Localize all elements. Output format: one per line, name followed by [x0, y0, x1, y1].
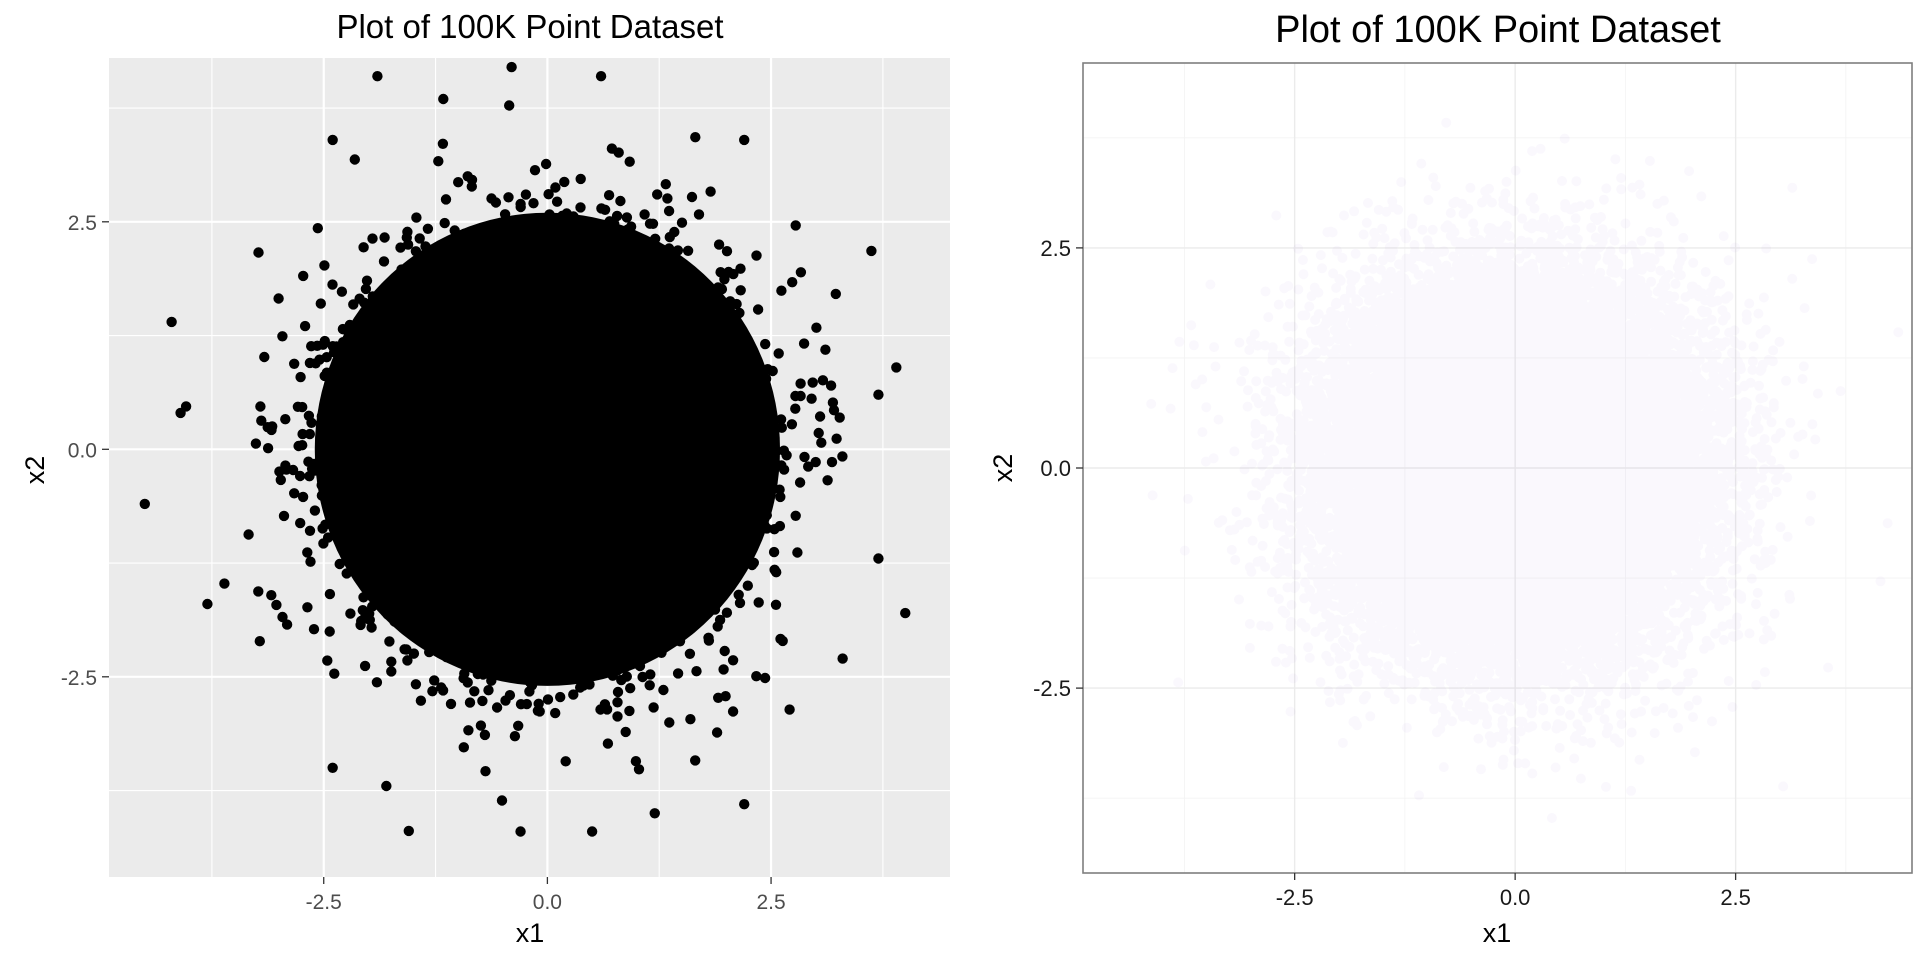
y-tick-label: 0.0: [68, 439, 97, 462]
data-point: [900, 607, 911, 619]
x-tick-label: -2.5: [1276, 885, 1314, 910]
dense-core: [314, 212, 781, 686]
y-ticks: -2.5 0.0 2.5: [1033, 236, 1083, 701]
data-point: [381, 780, 392, 792]
y-tick-label: -2.5: [1033, 676, 1071, 701]
x-ticks: -2.5 0.0 2.5: [306, 877, 786, 914]
x-tick-label: 2.5: [756, 891, 785, 914]
data-point: [515, 826, 526, 837]
data-point: [506, 61, 517, 73]
y-ticks: -2.5 0.0 2.5: [61, 212, 109, 690]
data-point: [739, 799, 750, 810]
gridlines: [1083, 63, 1912, 873]
data-point: [873, 553, 884, 564]
data-point: [891, 362, 902, 373]
data-point: [175, 407, 186, 419]
x-tick-label: 0.0: [1500, 885, 1531, 910]
x-axis-label: x1: [516, 918, 545, 948]
y-tick-label: 0.0: [1040, 456, 1071, 481]
data-point: [166, 316, 177, 328]
y-tick-label: 2.5: [68, 212, 97, 235]
x-tick-label: 0.0: [533, 891, 562, 914]
left-chart: Plot of 100K Point Dataset -2.5 0.0 2.5 -2…: [20, 8, 950, 948]
y-axis-label: x2: [20, 456, 50, 485]
x-ticks: -2.5 0.0 2.5: [1276, 873, 1751, 910]
x-tick-label: -2.5: [306, 891, 342, 914]
data-point: [372, 71, 383, 82]
data-point: [739, 134, 750, 146]
data-point: [327, 134, 338, 146]
y-tick-label: -2.5: [61, 667, 97, 690]
data-point: [595, 71, 607, 82]
y-axis-label: x2: [988, 454, 1018, 483]
chart-title: Plot of 100K Point Dataset: [336, 8, 723, 45]
x-tick-label: 2.5: [1720, 885, 1751, 910]
data-point: [873, 389, 884, 400]
data-point: [327, 762, 338, 773]
data-point: [139, 498, 150, 510]
points-layer: [180, 93, 877, 837]
y-tick-label: 2.5: [1040, 236, 1071, 261]
right-chart: Plot of 100K Point Dataset -2.5 0.0 2.5 -2…: [988, 9, 1913, 948]
x-axis-label: x1: [1483, 918, 1512, 948]
data-point: [837, 653, 848, 664]
data-point: [586, 826, 598, 837]
outlier-points: [139, 61, 911, 837]
data-point: [649, 808, 660, 819]
data-point: [202, 598, 213, 610]
chart-title: Plot of 100K Point Dataset: [1275, 9, 1721, 51]
